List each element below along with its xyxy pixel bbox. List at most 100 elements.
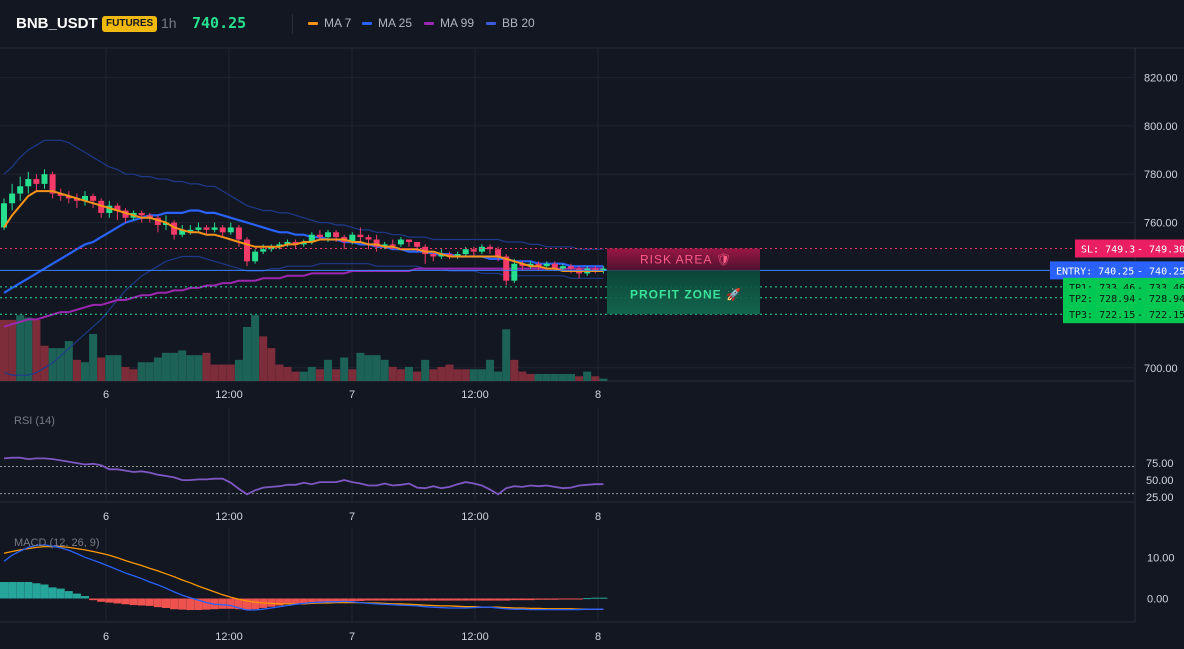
candle-body bbox=[592, 268, 599, 271]
legend-ma7[interactable]: MA 7 bbox=[308, 16, 351, 30]
volume-bar bbox=[405, 366, 413, 381]
symbol-name[interactable]: BNB_USDT bbox=[16, 15, 98, 32]
candle-body bbox=[454, 254, 461, 257]
rsi-tick-label: 50.00 bbox=[1146, 475, 1174, 487]
macd-title: MACD (12, 26, 9) bbox=[14, 537, 100, 549]
candle-body bbox=[333, 232, 340, 238]
candle-body bbox=[122, 210, 129, 218]
time-tick-label: 6 bbox=[103, 631, 109, 643]
macd-histogram-bar bbox=[48, 587, 57, 599]
macd-histogram-bar bbox=[299, 598, 308, 604]
sl-tag-value: - 749.30 bbox=[1137, 244, 1184, 255]
tp2-tag-label: TP2: 728.94 bbox=[1069, 294, 1135, 305]
volume-bar bbox=[72, 359, 81, 381]
candle-body bbox=[292, 241, 299, 245]
volume-bar bbox=[0, 319, 8, 381]
profit-zone bbox=[607, 270, 760, 315]
candle-body bbox=[406, 239, 412, 242]
macd-histogram-bar bbox=[461, 598, 470, 601]
candle-body bbox=[325, 232, 331, 238]
macd-histogram-bar bbox=[510, 598, 519, 601]
rsi-line bbox=[3, 456, 604, 496]
candle-body bbox=[49, 174, 56, 194]
macd-histogram-bar bbox=[145, 598, 154, 606]
macd-tick-label: 10.00 bbox=[1147, 552, 1175, 564]
macd-panel[interactable]: 10.00 0.00 MACD (12, 26, 9) bbox=[0, 537, 1175, 611]
macd-histogram-bar bbox=[372, 598, 381, 601]
volume-bar bbox=[502, 329, 511, 381]
volume-bar bbox=[413, 371, 422, 381]
candle-body bbox=[316, 234, 323, 238]
macd-histogram-bar bbox=[16, 582, 25, 599]
timeframe-label[interactable]: 1h bbox=[161, 15, 177, 31]
macd-histogram-bar bbox=[121, 598, 130, 605]
legend-ma99-label: MA 99 bbox=[440, 16, 475, 30]
rsi-panel[interactable]: 75.00 50.00 25.00 RSI (14) bbox=[0, 415, 1174, 504]
volume-bar bbox=[218, 364, 227, 381]
macd-histogram-bar bbox=[218, 598, 227, 609]
time-tick-label: 8 bbox=[595, 631, 601, 643]
macd-histogram-bar bbox=[429, 598, 438, 601]
volume-bar bbox=[299, 371, 308, 381]
volume-bar bbox=[8, 319, 17, 381]
macd-histogram-bar bbox=[437, 598, 446, 601]
candle-body bbox=[9, 193, 16, 204]
volume-bar bbox=[550, 373, 559, 381]
macd-histogram-bar bbox=[251, 598, 260, 610]
volume-bar bbox=[153, 357, 162, 381]
bb20-swatch bbox=[486, 21, 496, 25]
volume-bar bbox=[534, 373, 543, 381]
candle-body bbox=[219, 227, 226, 233]
macd-histogram-bar bbox=[24, 582, 33, 599]
volume-bar bbox=[283, 366, 292, 381]
macd-histogram-bar bbox=[477, 598, 486, 601]
volume-bar bbox=[486, 359, 494, 381]
entry-tag-bg bbox=[1050, 261, 1184, 280]
candle-body bbox=[373, 239, 380, 247]
volume-bar bbox=[162, 352, 170, 381]
candle-body bbox=[535, 263, 542, 267]
price-tick-label: 780.00 bbox=[1144, 169, 1178, 181]
volume-bar bbox=[186, 355, 195, 381]
volume-bar bbox=[307, 366, 316, 381]
volume-bar bbox=[251, 315, 260, 381]
volume-bar bbox=[364, 355, 373, 381]
volume-bar bbox=[121, 366, 130, 381]
volume-bar bbox=[356, 352, 365, 381]
candle-body bbox=[211, 227, 218, 230]
volume-bar bbox=[453, 369, 462, 381]
macd-histogram-bar bbox=[137, 598, 146, 606]
macd-histogram-bar bbox=[56, 588, 65, 599]
volume-bar bbox=[97, 357, 106, 381]
macd-histogram-bar bbox=[234, 598, 243, 610]
macd-histogram-bar bbox=[226, 598, 235, 609]
macd-line bbox=[3, 544, 604, 611]
legend-bb20-label: BB 20 bbox=[502, 16, 535, 30]
volume-bar bbox=[469, 369, 478, 381]
rsi-tick-label: 75.00 bbox=[1146, 458, 1174, 470]
legend-ma25[interactable]: MA 25 bbox=[362, 16, 412, 30]
macd-histogram-bar bbox=[324, 598, 332, 602]
price-tick-label: 700.00 bbox=[1144, 363, 1178, 375]
candle-body bbox=[300, 241, 307, 245]
price-panel[interactable] bbox=[0, 139, 608, 381]
candle-body bbox=[187, 229, 194, 232]
volume-bar bbox=[267, 348, 276, 381]
volume-bar bbox=[145, 362, 154, 381]
legend-ma99[interactable]: MA 99 bbox=[424, 16, 474, 30]
candle-body bbox=[470, 249, 477, 252]
ma7-swatch bbox=[308, 21, 318, 25]
candle-body bbox=[397, 239, 404, 245]
candle-body bbox=[163, 222, 169, 226]
risk-zone-label: RISK AREA 🛡 bbox=[640, 252, 732, 266]
ma25-swatch bbox=[362, 21, 372, 25]
candle-body bbox=[1, 203, 7, 228]
time-tick-label: 12:00 bbox=[215, 631, 243, 643]
volume-bar bbox=[461, 369, 470, 381]
volume-bar bbox=[210, 364, 219, 381]
price-tick-label: 760.00 bbox=[1144, 218, 1178, 230]
volume-bar bbox=[89, 334, 98, 381]
volume-bar bbox=[575, 376, 584, 381]
legend-bb20[interactable]: BB 20 bbox=[486, 16, 535, 30]
